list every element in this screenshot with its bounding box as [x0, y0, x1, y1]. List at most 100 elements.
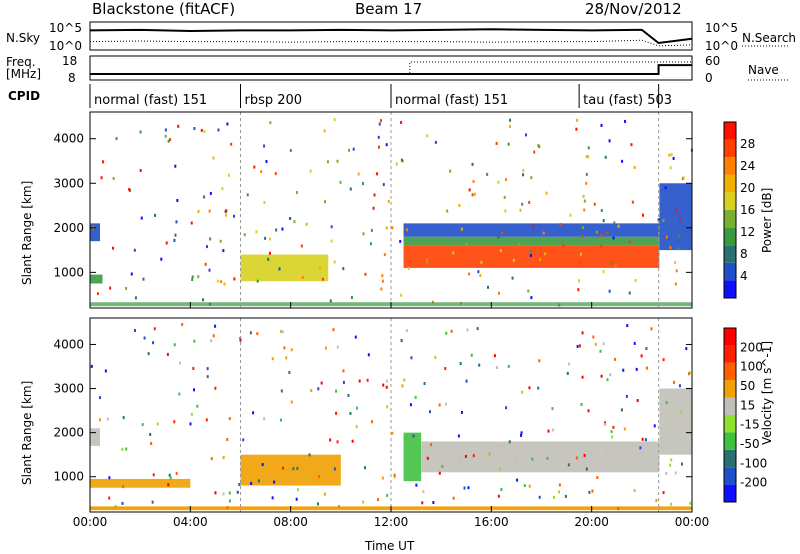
- velocity-speckle: [356, 406, 359, 410]
- power-speckle: [208, 209, 211, 213]
- power-speckle: [512, 258, 515, 262]
- power-speckle: [269, 121, 272, 125]
- velocity-speckle: [90, 364, 93, 368]
- power-speckle: [260, 170, 263, 174]
- power-speckle: [434, 140, 437, 144]
- power-speckle: [160, 257, 163, 261]
- velocity-speckle: [382, 383, 385, 387]
- velocity-speckle: [349, 411, 352, 415]
- power-speckle: [227, 173, 230, 177]
- velocity-speckle: [290, 348, 293, 352]
- power-speckle: [326, 160, 329, 164]
- power-speckle: [582, 194, 585, 198]
- velocity-speckle: [329, 438, 332, 442]
- velocity-speckle: [143, 336, 146, 340]
- power-speckle: [602, 219, 605, 223]
- power-speckle: [628, 240, 631, 244]
- nsky-label: N.Sky: [6, 31, 41, 45]
- velocity-speckle: [236, 490, 239, 494]
- freq-label: Freq.: [6, 55, 36, 69]
- power-speckle: [200, 128, 203, 132]
- noise-frame: [89, 21, 693, 51]
- velocity-ytick-label: 3000: [53, 382, 84, 396]
- power-speckle: [385, 143, 388, 147]
- velocity-speckle: [381, 476, 384, 480]
- power-speckle: [400, 293, 403, 297]
- velocity-speckle: [650, 327, 653, 331]
- velocity-colorbar-tick: 200: [740, 340, 763, 354]
- power-speckle: [295, 191, 298, 195]
- velocity-speckle: [516, 478, 519, 482]
- velocity-speckle: [623, 427, 626, 431]
- power-speckle: [460, 227, 463, 231]
- power-speckle: [174, 233, 177, 237]
- velocity-speckle: [488, 452, 491, 456]
- power-speckle: [305, 222, 308, 226]
- velocity-speckle: [641, 437, 644, 441]
- velocity-speckle: [152, 473, 155, 477]
- velocity-speckle: [173, 343, 176, 347]
- power-speckle: [364, 272, 367, 276]
- velocity-speckle: [347, 393, 350, 397]
- power-speckle: [630, 143, 633, 147]
- velocity-speckle: [622, 368, 625, 372]
- power-speckle: [197, 275, 200, 279]
- velocity-speckle: [467, 486, 470, 490]
- freq-tick-top: 18: [62, 54, 78, 68]
- velocity-speckle: [310, 388, 313, 392]
- power-speckle: [587, 146, 590, 150]
- power-colorbar-swatch: [724, 192, 736, 210]
- power-speckle: [545, 191, 548, 195]
- velocity-colorbar-swatch: [724, 415, 736, 433]
- power-speckle: [678, 233, 681, 237]
- velocity-colorbar-tick: -200: [740, 476, 767, 490]
- power-speckle: [524, 133, 527, 137]
- velocity-colorbar-swatch: [724, 467, 736, 485]
- nave-tick-bottom: 0: [705, 71, 713, 85]
- power-speckle: [581, 235, 584, 239]
- velocity-speckle: [457, 434, 460, 438]
- velocity-speckle: [149, 432, 152, 436]
- power-speckle: [225, 209, 228, 213]
- velocity-colorbar-swatch: [724, 345, 736, 363]
- velocity-speckle: [602, 342, 605, 346]
- power-speckle: [209, 237, 212, 241]
- power-speckle: [677, 247, 680, 251]
- velocity-speckle: [190, 412, 193, 416]
- velocity-speckle: [288, 370, 291, 374]
- velocity-speckle: [430, 443, 433, 447]
- power-speckle: [613, 221, 616, 225]
- velocity-speckle: [320, 381, 323, 385]
- velocity-speckle: [613, 357, 616, 361]
- velocity-speckle: [228, 417, 231, 421]
- velocity-colorbar-tick: 15: [740, 398, 755, 412]
- velocity-speckle: [662, 358, 665, 362]
- velocity-speckle: [122, 485, 125, 489]
- power-speckle: [495, 141, 498, 145]
- velocity-speckle: [465, 379, 468, 383]
- velocity-speckle: [674, 471, 677, 475]
- power-band: [403, 223, 660, 237]
- power-speckle: [112, 246, 115, 250]
- nave-label: Nave: [748, 63, 779, 77]
- power-speckle: [309, 169, 312, 173]
- velocity-colorbar-swatch: [724, 328, 736, 346]
- power-colorbar-swatch: [724, 157, 736, 175]
- velocity-speckle: [323, 492, 326, 496]
- power-band: [659, 183, 692, 251]
- velocity-speckle: [611, 435, 614, 439]
- power-speckle: [164, 128, 167, 132]
- power-speckle: [426, 134, 429, 138]
- power-speckle: [407, 267, 410, 271]
- velocity-speckle: [415, 483, 418, 487]
- velocity-band: [659, 388, 692, 455]
- velocity-speckle: [121, 501, 124, 505]
- velocity-speckle: [295, 497, 298, 501]
- velocity-speckle: [256, 332, 259, 336]
- velocity-speckle: [587, 409, 590, 413]
- velocity-colorbar-swatch: [724, 362, 736, 381]
- freq-frame: [89, 55, 693, 81]
- velocity-speckle: [214, 491, 217, 495]
- velocity-speckle: [546, 456, 549, 460]
- power-ytick-label: 4000: [53, 132, 84, 146]
